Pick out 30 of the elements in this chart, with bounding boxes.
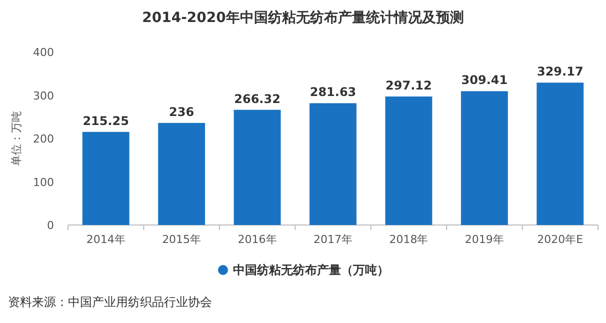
x-tick-label: 2018年: [389, 233, 428, 246]
chart-title: 2014-2020年中国纺粘无纺布产量统计情况及预测: [142, 9, 464, 26]
x-tick-label: 2019年: [464, 233, 504, 246]
legend-label: 中国纺粘无纺布产量（万吨）: [233, 263, 389, 277]
x-tick-label: 2014年: [86, 233, 126, 246]
y-tick-label: 200: [33, 132, 54, 146]
data-label: 297.12: [386, 78, 432, 92]
bar: [310, 103, 356, 225]
text: 资料来源：中国产业用纺织品行业协会: [8, 295, 212, 309]
data-label: 281.63: [310, 85, 356, 100]
data-label: 215.25: [82, 114, 130, 128]
x-tick-label: 2016年: [238, 233, 277, 246]
data-label: 329.17: [536, 64, 584, 79]
data-label: 309.41: [461, 73, 508, 88]
y-axis-title: 单位：万吨: [10, 111, 23, 166]
bar: [158, 122, 206, 225]
y-tick-label: 0: [47, 219, 54, 232]
bar: [385, 96, 432, 225]
bar: [82, 132, 130, 225]
data-label: 236: [169, 104, 194, 119]
x-tick-label: 2015年: [162, 233, 202, 246]
data-label: 266.32: [234, 92, 280, 106]
x-tick-label: 2020年E: [537, 233, 584, 246]
y-tick-label: 300: [33, 89, 54, 102]
y-tick-label: 100: [33, 176, 54, 189]
y-tick-label: 400: [33, 46, 54, 59]
bar: [536, 82, 584, 225]
bar: [460, 91, 508, 225]
x-tick-label: 2017年: [314, 233, 352, 246]
bar: [234, 110, 281, 225]
